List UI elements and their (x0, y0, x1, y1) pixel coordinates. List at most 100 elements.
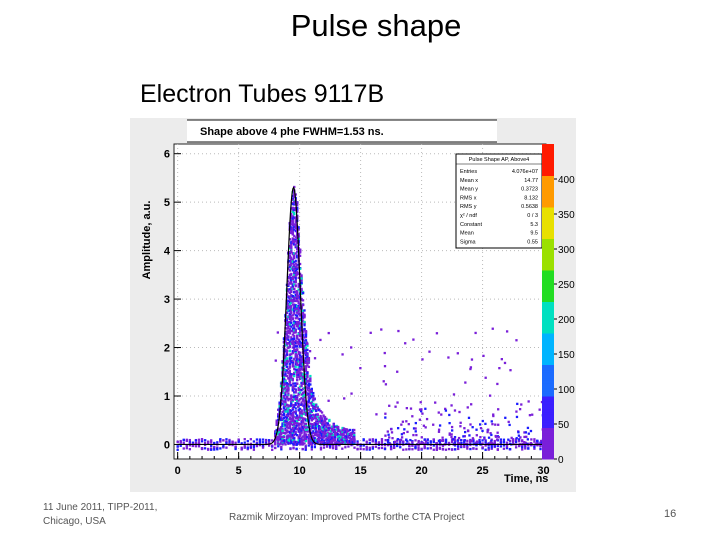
afterpulse-cell (437, 411, 440, 414)
pulse-cell (294, 365, 297, 368)
afterpulse-cell (463, 435, 466, 438)
afterpulse-cell (386, 430, 389, 433)
pulse-cell (293, 234, 296, 238)
pulse-cell (293, 307, 296, 310)
pulse-cell (306, 426, 309, 429)
stats-row-value: 14.77 (524, 178, 538, 184)
pulse-cell (294, 412, 297, 415)
colorbar-segment (542, 309, 554, 313)
pulse-cell (304, 413, 308, 416)
colorbar-tick-label: 150 (558, 350, 575, 361)
pulse-cell (339, 435, 343, 439)
pulse-cell (307, 412, 311, 415)
pulse-cell (306, 364, 309, 367)
pulse-cell (293, 425, 296, 428)
pulse-cell (293, 211, 296, 215)
pulse-cell (315, 403, 318, 407)
pulse-cell (331, 440, 334, 443)
pulse-cell (351, 442, 354, 445)
pulse-cell (285, 359, 289, 362)
pulse-cell (301, 426, 305, 429)
pulse-cell (287, 397, 290, 400)
outlier-cell (421, 358, 424, 361)
baseline-cell (182, 441, 185, 445)
baseline-cell (389, 447, 393, 450)
pulse-cell (312, 430, 315, 433)
pulse-cell (296, 206, 299, 209)
pulse-cell (328, 424, 331, 427)
pulse-cell (307, 359, 311, 362)
baseline-cell (350, 441, 353, 445)
pulse-cell (275, 419, 278, 422)
afterpulse-cell (495, 438, 499, 441)
pulse-cell (301, 363, 305, 366)
outlier-cell (397, 329, 400, 333)
outlier-cell (291, 342, 294, 345)
pulse-cell (312, 437, 315, 440)
pulse-cell (293, 309, 296, 313)
pulse-cell (294, 370, 297, 374)
pulse-cell (338, 435, 341, 438)
pulse-cell (291, 426, 294, 430)
pulse-cell (285, 330, 289, 333)
pulse-cell (301, 421, 305, 424)
colorbar-segment (542, 162, 554, 166)
pulse-cell (293, 403, 296, 407)
afterpulse-cell (526, 438, 529, 441)
stats-row-label: Mean y (460, 187, 478, 193)
pulse-cell (296, 360, 299, 363)
pulse-cell (291, 385, 294, 388)
afterpulse-cell (396, 427, 400, 430)
pulse-cell (303, 432, 306, 435)
pulse-cell (298, 330, 302, 334)
pulse-cell (297, 409, 300, 412)
pulse-cell (285, 413, 289, 416)
pulse-cell (288, 269, 292, 272)
pulse-cell (325, 435, 328, 438)
pulse-cell (297, 312, 300, 315)
afterpulse-cell (406, 430, 409, 434)
pulse-cell (306, 380, 309, 383)
pulse-cell (282, 416, 286, 420)
baseline-cell (271, 444, 274, 447)
pulse-cell (348, 436, 352, 440)
pulse-cell (290, 404, 293, 407)
pulse-cell (288, 380, 292, 384)
pulse-cell (290, 220, 293, 223)
pulse-cell (298, 351, 302, 354)
pulse-cell (309, 424, 312, 427)
pulse-cell (294, 299, 297, 302)
pulse-cell (293, 365, 296, 368)
stats-row-value: 9.5 (530, 231, 538, 237)
pulse-cell (281, 435, 284, 439)
pulse-cell (313, 397, 316, 400)
pulse-cell (282, 385, 286, 389)
pulse-cell (294, 395, 297, 398)
pulse-cell (301, 320, 305, 323)
pulse-cell (312, 394, 315, 397)
pulse-cell (347, 434, 350, 438)
pulse-cell (293, 283, 296, 286)
baseline-cell (365, 445, 368, 449)
pulse-cell (296, 298, 299, 301)
pulse-cell (300, 374, 303, 377)
colorbar-segment (542, 243, 554, 247)
pulse-cell (312, 405, 315, 408)
pulse-cell (337, 435, 340, 438)
baseline-cell (377, 441, 381, 444)
pulse-cell (298, 318, 302, 321)
pulse-cell (287, 392, 290, 395)
baseline-cell (252, 448, 256, 451)
pulse-cell (313, 416, 316, 420)
pulse-cell (287, 367, 290, 371)
pulse-cell (293, 239, 296, 243)
pulse-cell (300, 443, 303, 446)
pulse-cell (317, 420, 321, 423)
colorbar-segment (542, 159, 554, 163)
afterpulse-cell (450, 429, 454, 432)
pulse-cell (307, 382, 311, 385)
pulse-cell (296, 442, 299, 446)
baseline-cell (466, 442, 469, 445)
pulse-cell (287, 441, 290, 444)
pulse-cell (319, 442, 322, 445)
